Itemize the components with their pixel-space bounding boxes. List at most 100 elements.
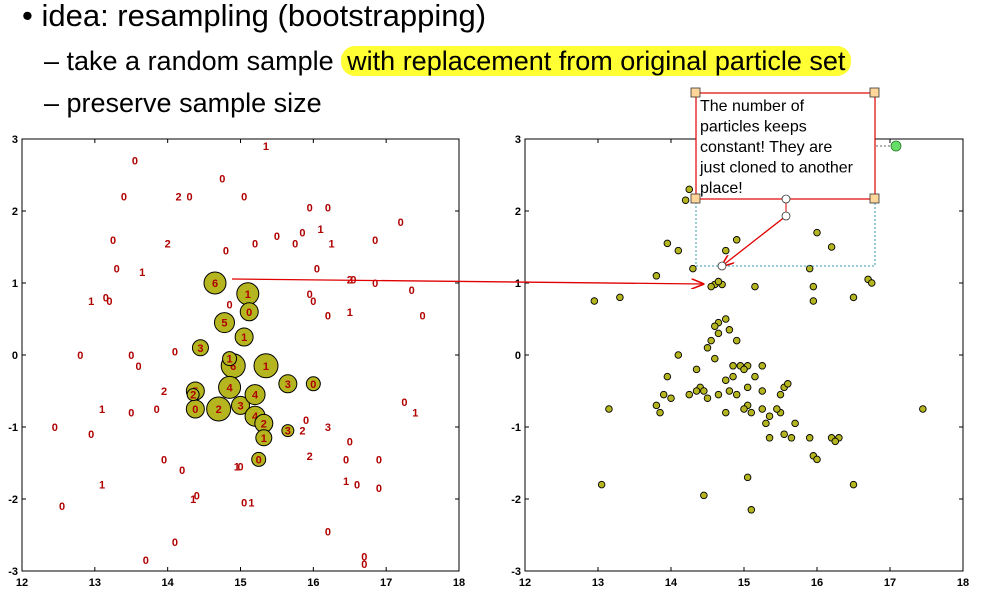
- sub-bullet-random-sample: – take a random sample with replacement …: [44, 46, 852, 77]
- particle-label: 0: [307, 202, 313, 214]
- particle-label: 0: [325, 526, 331, 538]
- y-tick-label: 0: [515, 350, 521, 362]
- weighted-particle: [305, 376, 321, 392]
- resampled-particle: [813, 228, 821, 237]
- weighted-particle: [218, 375, 242, 399]
- resampled-particle: [762, 419, 770, 428]
- resampled-particle: [849, 480, 858, 489]
- resize-handle-bottom-right[interactable]: [869, 193, 880, 204]
- particle-label: 0: [135, 361, 141, 373]
- resampled-particle: [791, 419, 799, 428]
- particle-label: 0: [401, 397, 407, 409]
- particle-label: 1: [412, 408, 418, 420]
- particle-label: 1: [88, 296, 94, 308]
- resampled-particle: [765, 434, 774, 442]
- particle-label: 0: [354, 480, 360, 492]
- particle-weight-label: 4: [252, 390, 259, 402]
- pointer-handle-base[interactable]: [781, 194, 791, 204]
- particle-weight-label: 0: [256, 454, 262, 466]
- resampled-particle: [751, 372, 759, 381]
- particle-label: 0: [376, 454, 382, 466]
- particle-label: 2: [165, 238, 171, 250]
- resampled-particle: [689, 264, 697, 273]
- resize-handle-top-right[interactable]: [869, 87, 880, 98]
- pointer-handle-tip[interactable]: [717, 261, 727, 271]
- particle-label: 0: [299, 228, 305, 240]
- resampled-particle: [758, 387, 767, 395]
- particle-label: 0: [121, 192, 127, 204]
- weighted-particle: [191, 339, 209, 357]
- resampled-particle: [711, 322, 719, 330]
- resampled-particle: [707, 282, 715, 291]
- resampled-particle: [663, 372, 672, 381]
- resampled-particle: [784, 380, 792, 388]
- resampled-particle: [747, 408, 756, 417]
- x-tick-label: 13: [89, 577, 101, 589]
- rotate-handle[interactable]: [890, 140, 902, 152]
- particle-weight-label: 2: [216, 404, 222, 416]
- resampled-particle: [722, 408, 730, 417]
- resampled-particle: [732, 390, 741, 399]
- particle-weight-label: 5: [221, 318, 227, 330]
- particle-label: 0: [161, 454, 167, 466]
- callout-text: The number of particles keeps constant! Th…: [699, 98, 854, 197]
- resampled-particle: [722, 246, 730, 255]
- x-tick-label: 12: [16, 577, 28, 589]
- particle-label: 2: [299, 426, 305, 438]
- resampled-particle: [732, 236, 741, 244]
- particle-label: 0: [194, 490, 200, 502]
- particle-label: 0: [372, 235, 378, 247]
- particle-label: 0: [59, 501, 65, 513]
- resampled-particle: [703, 394, 712, 402]
- callout-text-line: The number of: [700, 98, 805, 115]
- particle-label: 0: [292, 238, 298, 250]
- x-tick-label: 15: [234, 577, 246, 589]
- particle-label: 0: [237, 462, 243, 474]
- particle-label: 1: [234, 462, 240, 474]
- y-tick-label: -1: [8, 422, 18, 434]
- particle-label: 1: [343, 476, 349, 488]
- resampled-particle: [809, 282, 818, 291]
- particle-weight-label: 1: [245, 289, 251, 301]
- particle-label: 2: [307, 451, 313, 463]
- resize-handle-bottom-left[interactable]: [690, 193, 701, 204]
- x-tick-label: 14: [162, 577, 175, 589]
- y-tick-label: 1: [515, 278, 521, 290]
- x-tick-label: 13: [592, 577, 604, 589]
- resampled-particle: [663, 239, 672, 248]
- resampled-particle: [714, 329, 723, 338]
- particle-label: 0: [186, 192, 192, 204]
- resampled-particle: [674, 246, 683, 255]
- particle-label: 0: [361, 559, 367, 571]
- particle-label: 0: [241, 498, 247, 510]
- particle-label: 0: [241, 192, 247, 204]
- particle-label: 1: [318, 224, 324, 236]
- pointer-handle-mid[interactable]: [781, 211, 791, 221]
- callout-pointer: [722, 215, 787, 266]
- resampled-particle: [652, 272, 661, 280]
- y-tick-label: 3: [515, 134, 521, 146]
- resampled-particle: [729, 362, 737, 370]
- clone-arrow: [231, 278, 703, 284]
- resampled-particle: [740, 405, 748, 413]
- resize-handle-top-left[interactable]: [690, 87, 701, 98]
- particle-label: 0: [179, 465, 185, 477]
- callout-text-line: place!: [700, 180, 743, 197]
- callout-text-line: particles keeps: [700, 119, 807, 136]
- particle-label: 0: [223, 246, 229, 258]
- weighted-particle: [281, 424, 295, 438]
- particle-weight-label: 1: [241, 332, 247, 344]
- sub-bullet-sample-size: – preserve sample size: [44, 88, 322, 118]
- y-tick-label: -3: [511, 566, 521, 578]
- particle-label: 0: [106, 296, 112, 308]
- particle-weight-label: 3: [285, 379, 291, 391]
- resampled-particle: [597, 480, 606, 489]
- callout[interactable]: The number of particles keeps constant! Th…: [690, 87, 902, 271]
- resampled-particle: [813, 455, 821, 464]
- particle-label: 0: [143, 555, 149, 567]
- particle-weight-label: 3: [237, 400, 243, 412]
- particle-label: 0: [110, 235, 116, 247]
- weighted-particle: [278, 374, 298, 394]
- particle-label: 0: [252, 238, 258, 250]
- resampled-particle: [919, 405, 927, 413]
